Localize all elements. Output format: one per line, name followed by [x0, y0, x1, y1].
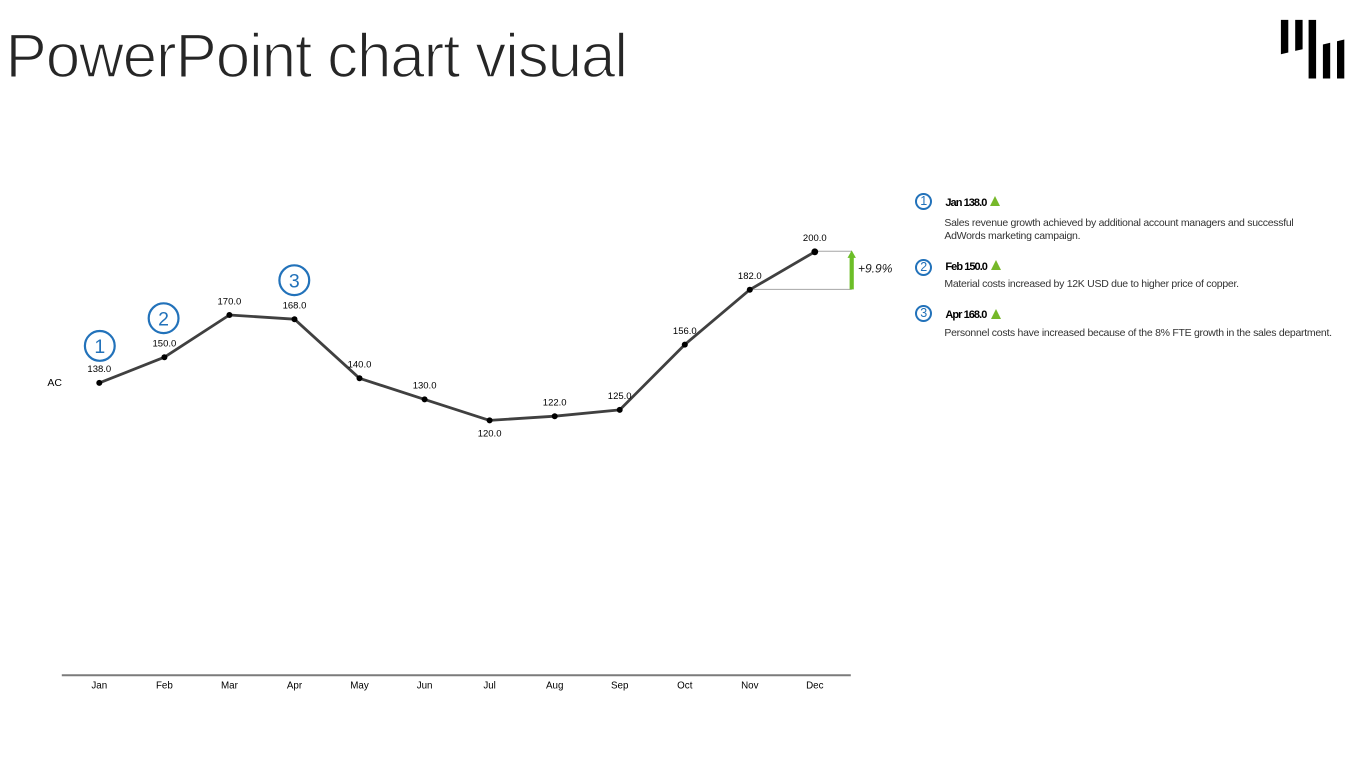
svg-text:200.0: 200.0 — [803, 233, 827, 244]
svg-text:138.0: 138.0 — [87, 364, 111, 375]
svg-text:Oct: Oct — [677, 680, 693, 691]
svg-text:140.0: 140.0 — [348, 360, 372, 371]
svg-text:+9.9%: +9.9% — [858, 262, 893, 276]
svg-text:AC: AC — [47, 377, 62, 389]
svg-text:120.0: 120.0 — [478, 429, 502, 440]
svg-text:156.0: 156.0 — [673, 326, 697, 337]
svg-text:2: 2 — [158, 308, 169, 330]
svg-text:May: May — [350, 680, 369, 691]
svg-text:Aug: Aug — [546, 680, 563, 691]
svg-text:Jul: Jul — [483, 680, 496, 691]
svg-text:125.0: 125.0 — [608, 391, 632, 402]
svg-text:Feb: Feb — [156, 680, 173, 691]
svg-text:130.0: 130.0 — [413, 381, 437, 392]
svg-text:150.0: 150.0 — [153, 339, 177, 350]
svg-text:170.0: 170.0 — [218, 296, 242, 307]
svg-text:Mar: Mar — [221, 680, 239, 691]
svg-text:Apr: Apr — [287, 680, 303, 691]
svg-text:168.0: 168.0 — [283, 301, 307, 312]
svg-text:Dec: Dec — [806, 680, 824, 691]
svg-text:Sep: Sep — [611, 680, 629, 691]
svg-text:182.0: 182.0 — [738, 271, 762, 282]
svg-text:3: 3 — [289, 270, 300, 292]
svg-text:122.0: 122.0 — [543, 398, 567, 409]
svg-text:1: 1 — [94, 336, 105, 358]
svg-text:Nov: Nov — [741, 680, 759, 691]
svg-text:Jan: Jan — [91, 680, 107, 691]
svg-text:Jun: Jun — [417, 680, 433, 691]
